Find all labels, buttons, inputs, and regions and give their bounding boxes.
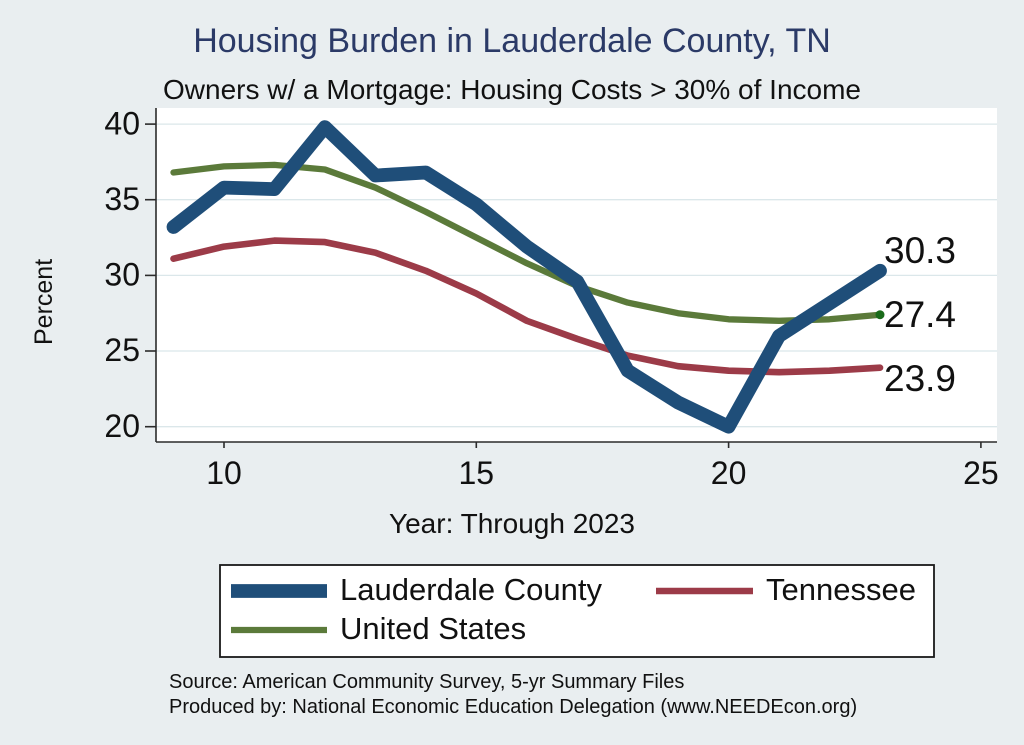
svg-text:27.4: 27.4 — [884, 294, 956, 335]
svg-text:25: 25 — [104, 332, 140, 368]
svg-text:20: 20 — [104, 408, 140, 444]
svg-text:40: 40 — [104, 105, 140, 141]
svg-text:10: 10 — [206, 455, 242, 491]
svg-text:23.9: 23.9 — [884, 358, 956, 399]
svg-text:Lauderdale County: Lauderdale County — [340, 572, 602, 607]
svg-text:30.3: 30.3 — [884, 230, 956, 271]
svg-text:15: 15 — [459, 455, 495, 491]
svg-text:25: 25 — [963, 455, 999, 491]
svg-text:20: 20 — [711, 455, 747, 491]
svg-text:Tennessee: Tennessee — [766, 572, 916, 607]
svg-text:United States: United States — [340, 611, 526, 646]
svg-text:35: 35 — [104, 181, 140, 217]
svg-text:30: 30 — [104, 257, 140, 293]
